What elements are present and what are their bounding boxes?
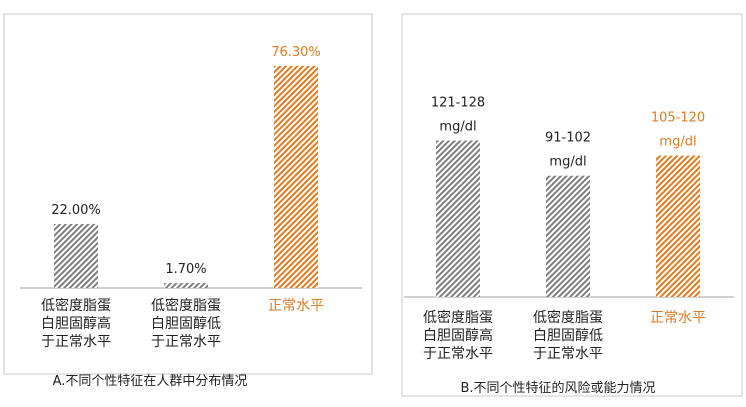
category-label-a-2-line-2: 白胆固醇低 [151, 315, 221, 332]
category-label-b-2-line-3: 于正常水平 [533, 346, 603, 362]
category-label-a-1-line-3: 于正常水平 [41, 334, 111, 350]
category-label-b-2-line-2: 白胆固醇低 [533, 327, 603, 344]
data-label-a-1-line-1: 22.00% [51, 203, 101, 218]
data-label-a-3-line-1: 76.30% [271, 45, 321, 60]
category-label-a-3-line-1: 正常水平 [268, 298, 324, 314]
category-label-a-2-line-1: 低密度脂蛋 [151, 297, 221, 314]
data-label-b-2-line-2: mg/dl [549, 155, 586, 170]
bar-b-2 [546, 175, 590, 297]
data-label-b-1-line-1: 121-128 [431, 95, 485, 110]
data-label-a-2-line-1: 1.70% [165, 262, 206, 277]
panel-a-border [3, 13, 373, 375]
bar-b-3 [656, 155, 700, 297]
panel-a-bars: 22.00%低密度脂蛋白胆固醇高于正常水平1.70%低密度脂蛋白胆固醇低于正常水… [41, 45, 324, 350]
panel-b: 121-128mg/dl低密度脂蛋白胆固醇高于正常水平91-102mg/dl低密… [401, 13, 743, 397]
bar-b-1 [436, 140, 480, 297]
panel-b-bars: 121-128mg/dl低密度脂蛋白胆固醇高于正常水平91-102mg/dl低密… [423, 95, 706, 362]
panel-a-caption: A.不同个性特征在人群中分布情况 [53, 374, 248, 389]
data-label-b-1-line-2: mg/dl [439, 119, 476, 134]
category-label-b-3-line-1: 正常水平 [650, 310, 706, 326]
category-label-b-1-line-3: 于正常水平 [423, 346, 493, 362]
category-label-a-2-line-3: 于正常水平 [151, 334, 221, 350]
category-label-a-1-line-2: 白胆固醇高 [41, 315, 111, 332]
category-label-b-1-line-2: 白胆固醇高 [423, 327, 493, 344]
bar-a-1 [54, 223, 98, 288]
panel-b-caption: B.不同个性特征的风险或能力情况 [460, 380, 655, 396]
data-label-b-2-line-1: 91-102 [545, 131, 591, 146]
data-label-b-3-line-2: mg/dl [659, 135, 696, 150]
bar-a-3 [274, 65, 318, 288]
bar-a-2 [164, 283, 208, 288]
category-label-a-1-line-1: 低密度脂蛋 [41, 297, 111, 314]
panel-b-border [401, 13, 743, 397]
category-label-b-2-line-1: 低密度脂蛋 [533, 309, 603, 326]
panel-a: 22.00%低密度脂蛋白胆固醇高于正常水平1.70%低密度脂蛋白胆固醇低于正常水… [3, 13, 373, 389]
data-label-b-3-line-1: 105-120 [651, 111, 705, 126]
category-label-b-1-line-1: 低密度脂蛋 [423, 309, 493, 326]
